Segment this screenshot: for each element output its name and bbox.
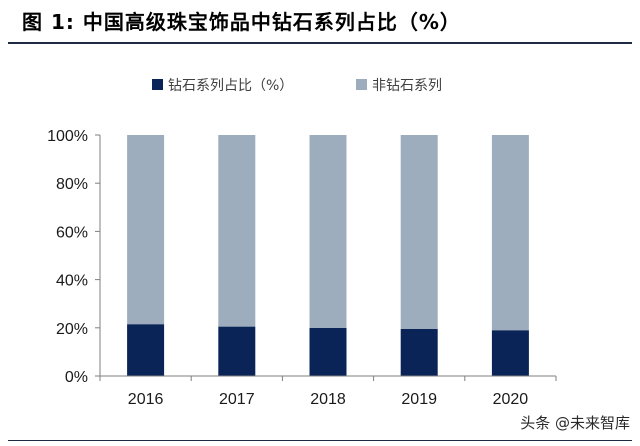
bar-non-diamond-2020 — [491, 135, 529, 331]
x-tick-label: 2020 — [493, 391, 529, 408]
bar-diamond-2016 — [127, 324, 165, 376]
legend-label-diamond: 钻石系列占比（%） — [168, 78, 293, 94]
bar-diamond-2017 — [218, 326, 256, 376]
legend-label-non-diamond: 非钻石系列 — [372, 78, 442, 94]
x-tick-label: 2018 — [310, 391, 346, 408]
x-axis-ticks: 2016 2017 2018 2019 2020 — [99, 376, 557, 408]
watermark: 头条 @未来智库 — [520, 414, 630, 432]
bar-diamond-2020 — [491, 330, 529, 376]
bar-non-diamond-2017 — [218, 135, 256, 327]
bar-non-diamond-2019 — [400, 135, 438, 330]
y-tick-label: 100% — [47, 128, 88, 145]
x-tick-label: 2017 — [219, 391, 255, 408]
bottom-divider — [8, 440, 632, 441]
legend: 钻石系列占比（%） 非钻石系列 — [152, 78, 442, 94]
bars — [127, 135, 529, 376]
title-divider — [8, 42, 632, 44]
y-tick-label: 0% — [65, 369, 88, 386]
figure-title: 图 1: 中国高级珠宝饰品中钻石系列占比（%） — [22, 10, 461, 34]
y-axis-ticks: 0% 20% 40% 60% 80% 100% — [47, 128, 100, 386]
y-tick-label: 20% — [56, 321, 88, 338]
bar-diamond-2018 — [309, 327, 347, 376]
x-tick-label: 2016 — [128, 391, 164, 408]
x-tick-label: 2019 — [401, 391, 437, 408]
bar-diamond-2019 — [400, 329, 438, 376]
y-tick-label: 40% — [56, 273, 88, 290]
y-tick-label: 80% — [56, 176, 88, 193]
bar-non-diamond-2018 — [309, 135, 347, 328]
y-tick-label: 60% — [56, 224, 88, 241]
legend-swatch-diamond — [152, 79, 163, 90]
legend-swatch-non-diamond — [356, 79, 367, 90]
bar-non-diamond-2016 — [127, 135, 165, 325]
